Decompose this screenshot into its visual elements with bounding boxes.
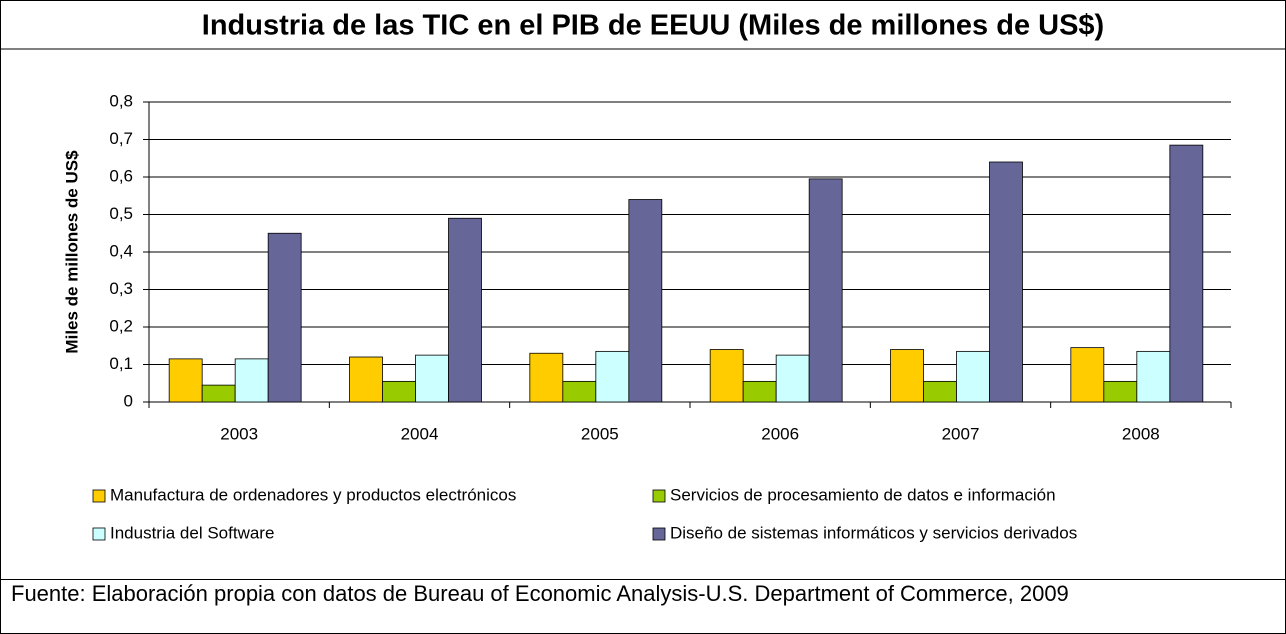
legend-swatch <box>92 489 106 503</box>
bar <box>382 380 416 403</box>
bar <box>923 380 957 403</box>
y-tick-label: 0,3 <box>109 279 133 298</box>
legend-swatch <box>92 527 106 541</box>
bar <box>1136 350 1171 403</box>
bar <box>956 350 990 403</box>
bar <box>989 161 1023 403</box>
legend-label: Manufactura de ordenadores y productos e… <box>110 485 516 504</box>
bar <box>595 350 630 403</box>
x-tick-label: 2004 <box>401 424 439 443</box>
y-tick-label: 0,7 <box>109 129 133 148</box>
y-tick-label: 0,8 <box>109 91 133 110</box>
bar <box>1169 144 1204 403</box>
bar <box>168 358 203 403</box>
bar <box>628 199 663 403</box>
bar <box>709 349 744 403</box>
y-tick-label: 0,1 <box>109 354 133 373</box>
bar <box>775 354 810 403</box>
y-tick-label: 0,6 <box>109 166 133 185</box>
bar <box>808 178 843 403</box>
chart-title: Industria de las TIC en el PIB de EEUU (… <box>202 10 1104 42</box>
x-tick-label: 2006 <box>761 424 799 443</box>
bar <box>234 358 269 403</box>
legend-swatch <box>652 489 666 503</box>
legend-label: Industria del Software <box>110 523 274 542</box>
legend-swatch <box>652 527 666 541</box>
x-tick-label: 2007 <box>942 424 980 443</box>
bar <box>267 232 302 403</box>
bar <box>201 384 236 403</box>
bar <box>448 217 482 403</box>
y-tick-label: 0 <box>124 391 133 410</box>
chart: Industria de las TIC en el PIB de EEUU (… <box>1 10 1285 542</box>
y-tick-label: 0,5 <box>109 204 133 223</box>
bar <box>742 380 777 403</box>
y-axis-label: Miles de millones de US$ <box>62 150 81 354</box>
y-tick-label: 0,2 <box>109 316 133 335</box>
source-note: Fuente: Elaboración propia con datos de … <box>1 579 1285 607</box>
x-tick-label: 2005 <box>581 424 619 443</box>
bar <box>562 380 597 403</box>
bar <box>890 349 924 403</box>
legend-label: Servicios de procesamiento de datos e in… <box>670 485 1056 504</box>
bar <box>349 356 383 403</box>
y-tick-label: 0,4 <box>109 241 133 260</box>
legend-label: Diseño de sistemas informáticos y servic… <box>670 523 1077 542</box>
x-tick-label: 2003 <box>220 424 258 443</box>
bar <box>1103 380 1138 403</box>
x-tick-label: 2008 <box>1122 424 1160 443</box>
bar <box>1070 347 1105 403</box>
bar <box>415 354 449 403</box>
bar <box>529 352 564 403</box>
